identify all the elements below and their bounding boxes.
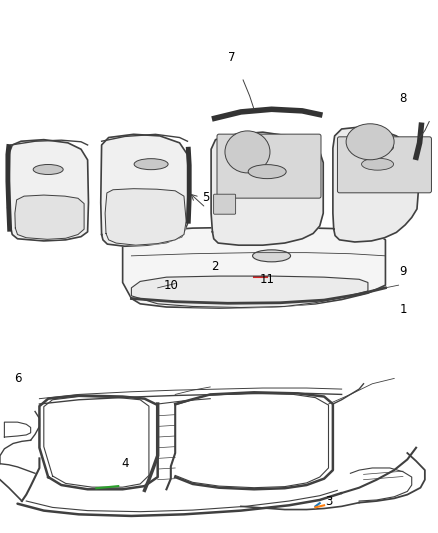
Polygon shape: [131, 276, 368, 308]
FancyBboxPatch shape: [217, 134, 321, 198]
Text: 11: 11: [260, 273, 275, 286]
Text: 6: 6: [14, 372, 21, 385]
FancyBboxPatch shape: [337, 137, 431, 193]
Ellipse shape: [248, 165, 286, 179]
Ellipse shape: [134, 159, 168, 169]
Text: 10: 10: [163, 279, 178, 292]
Ellipse shape: [33, 165, 63, 174]
Text: 4: 4: [121, 457, 129, 470]
Polygon shape: [333, 127, 418, 242]
Text: 7: 7: [228, 51, 236, 64]
Text: 1: 1: [399, 303, 407, 316]
Ellipse shape: [225, 131, 270, 173]
Text: 2: 2: [211, 260, 219, 273]
Polygon shape: [9, 140, 88, 241]
Polygon shape: [101, 134, 189, 246]
Polygon shape: [15, 195, 84, 239]
Text: 3: 3: [325, 495, 332, 507]
Ellipse shape: [253, 250, 290, 262]
FancyBboxPatch shape: [214, 194, 236, 214]
Ellipse shape: [361, 158, 394, 170]
Text: 5: 5: [202, 191, 209, 204]
Ellipse shape: [346, 124, 394, 160]
Text: 8: 8: [399, 92, 406, 105]
Polygon shape: [123, 227, 385, 308]
Ellipse shape: [361, 141, 394, 153]
Text: 9: 9: [399, 265, 407, 278]
Polygon shape: [211, 132, 323, 245]
Polygon shape: [105, 189, 186, 245]
